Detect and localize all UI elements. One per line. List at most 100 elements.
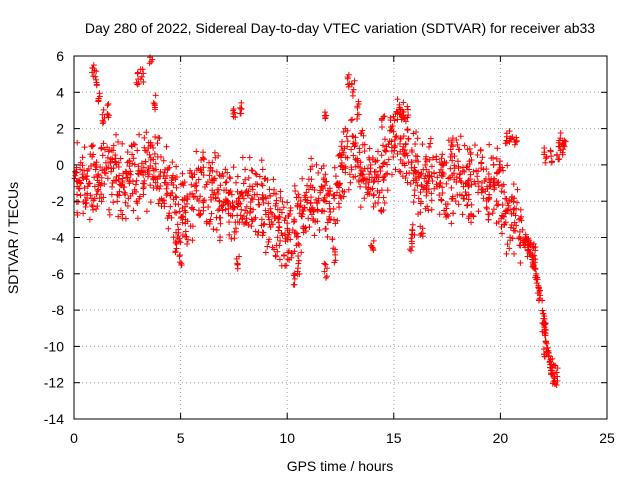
data-point [499, 202, 506, 209]
data-point [91, 183, 98, 190]
data-point [208, 210, 215, 217]
data-point [179, 170, 186, 177]
data-point [509, 235, 516, 242]
data-point [423, 178, 430, 185]
data-point [291, 182, 298, 189]
data-point [357, 159, 364, 166]
data-point [308, 211, 315, 218]
data-point [273, 197, 280, 204]
data-point [352, 140, 359, 147]
data-point [109, 156, 116, 163]
data-point [315, 169, 322, 176]
data-point [263, 195, 270, 202]
data-point [295, 194, 302, 201]
data-point [230, 113, 237, 120]
data-point [493, 220, 500, 227]
data-point [332, 173, 339, 180]
data-point [361, 148, 368, 155]
x-tick-label: 10 [279, 430, 295, 446]
data-point [243, 187, 250, 194]
data-point [502, 219, 509, 226]
data-point [265, 213, 272, 220]
data-point [401, 162, 408, 169]
data-point [382, 148, 389, 155]
data-point [322, 178, 329, 185]
data-point [452, 198, 459, 205]
data-point [231, 235, 238, 242]
data-point [562, 138, 569, 145]
data-point [216, 197, 223, 204]
data-point [274, 234, 281, 241]
data-point [350, 174, 357, 181]
data-point [82, 203, 89, 210]
data-point [265, 200, 272, 207]
data-point [322, 274, 329, 281]
data-point [338, 162, 345, 169]
data-point [327, 208, 334, 215]
data-point [428, 197, 435, 204]
data-point [129, 178, 136, 185]
data-point [412, 179, 419, 186]
data-point [308, 155, 315, 162]
data-point [404, 179, 411, 186]
data-point [413, 129, 420, 136]
data-point [90, 62, 97, 69]
data-point [493, 155, 500, 162]
data-point [240, 180, 247, 187]
x-tick-label: 0 [70, 430, 78, 446]
data-point [94, 188, 101, 195]
data-point [479, 186, 486, 193]
y-axis-label: SDTVAR / TECUs [5, 182, 21, 294]
data-point [206, 172, 213, 179]
data-point [152, 166, 159, 173]
data-point [448, 150, 455, 157]
data-point [207, 165, 214, 172]
data-point [171, 209, 178, 216]
data-point [295, 240, 302, 247]
data-point [200, 164, 207, 171]
data-point [404, 152, 411, 159]
data-point [344, 154, 351, 161]
data-point [290, 272, 297, 279]
data-point [197, 193, 204, 200]
data-point [543, 339, 550, 346]
data-point [140, 164, 147, 171]
data-point [252, 214, 259, 221]
data-point [374, 148, 381, 155]
data-point [94, 203, 101, 210]
data-point [138, 168, 145, 175]
data-point [119, 178, 126, 185]
data-point [100, 106, 107, 113]
data-point [490, 206, 497, 213]
data-point [378, 152, 385, 159]
data-point [242, 189, 249, 196]
data-point [100, 140, 107, 147]
data-point [238, 206, 245, 213]
data-point [320, 175, 327, 182]
data-point [271, 213, 278, 220]
data-point [348, 81, 355, 88]
data-point [533, 276, 540, 283]
data-point [525, 235, 532, 242]
data-point [498, 215, 505, 222]
data-point [494, 145, 501, 152]
data-point [122, 199, 129, 206]
data-point [332, 257, 339, 264]
data-point [102, 170, 109, 177]
data-point [514, 186, 521, 193]
data-point [128, 142, 135, 149]
data-point [533, 270, 540, 277]
data-point [229, 199, 236, 206]
data-points [71, 54, 569, 388]
data-point [474, 173, 481, 180]
data-point [134, 147, 141, 154]
data-point [417, 189, 424, 196]
data-point [113, 131, 120, 138]
data-point [139, 66, 146, 73]
data-point [384, 187, 391, 194]
data-point [411, 192, 418, 199]
data-point [143, 208, 150, 215]
data-point [417, 171, 424, 178]
data-point [440, 171, 447, 178]
data-point [366, 176, 373, 183]
